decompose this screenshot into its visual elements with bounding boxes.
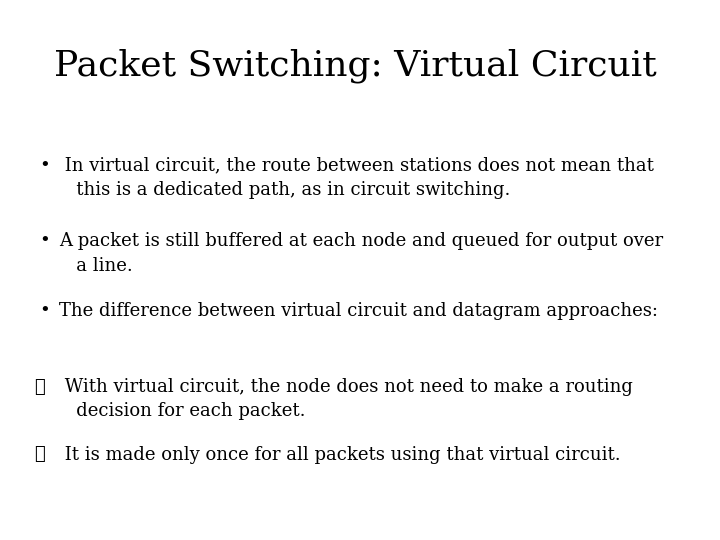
- Text: With virtual circuit, the node does not need to make a routing
   decision for e: With virtual circuit, the node does not …: [59, 378, 633, 420]
- Text: ➢: ➢: [35, 446, 45, 463]
- Text: •: •: [40, 157, 50, 174]
- Text: •: •: [40, 232, 50, 250]
- Text: The difference between virtual circuit and datagram approaches:: The difference between virtual circuit a…: [59, 302, 658, 320]
- Text: It is made only once for all packets using that virtual circuit.: It is made only once for all packets usi…: [59, 446, 621, 463]
- Text: •: •: [40, 302, 50, 320]
- Text: A packet is still buffered at each node and queued for output over
   a line.: A packet is still buffered at each node …: [59, 232, 663, 274]
- Text: Packet Switching: Virtual Circuit: Packet Switching: Virtual Circuit: [54, 49, 657, 83]
- Text: ➢: ➢: [35, 378, 45, 396]
- Text: In virtual circuit, the route between stations does not mean that
   this is a d: In virtual circuit, the route between st…: [59, 157, 654, 199]
